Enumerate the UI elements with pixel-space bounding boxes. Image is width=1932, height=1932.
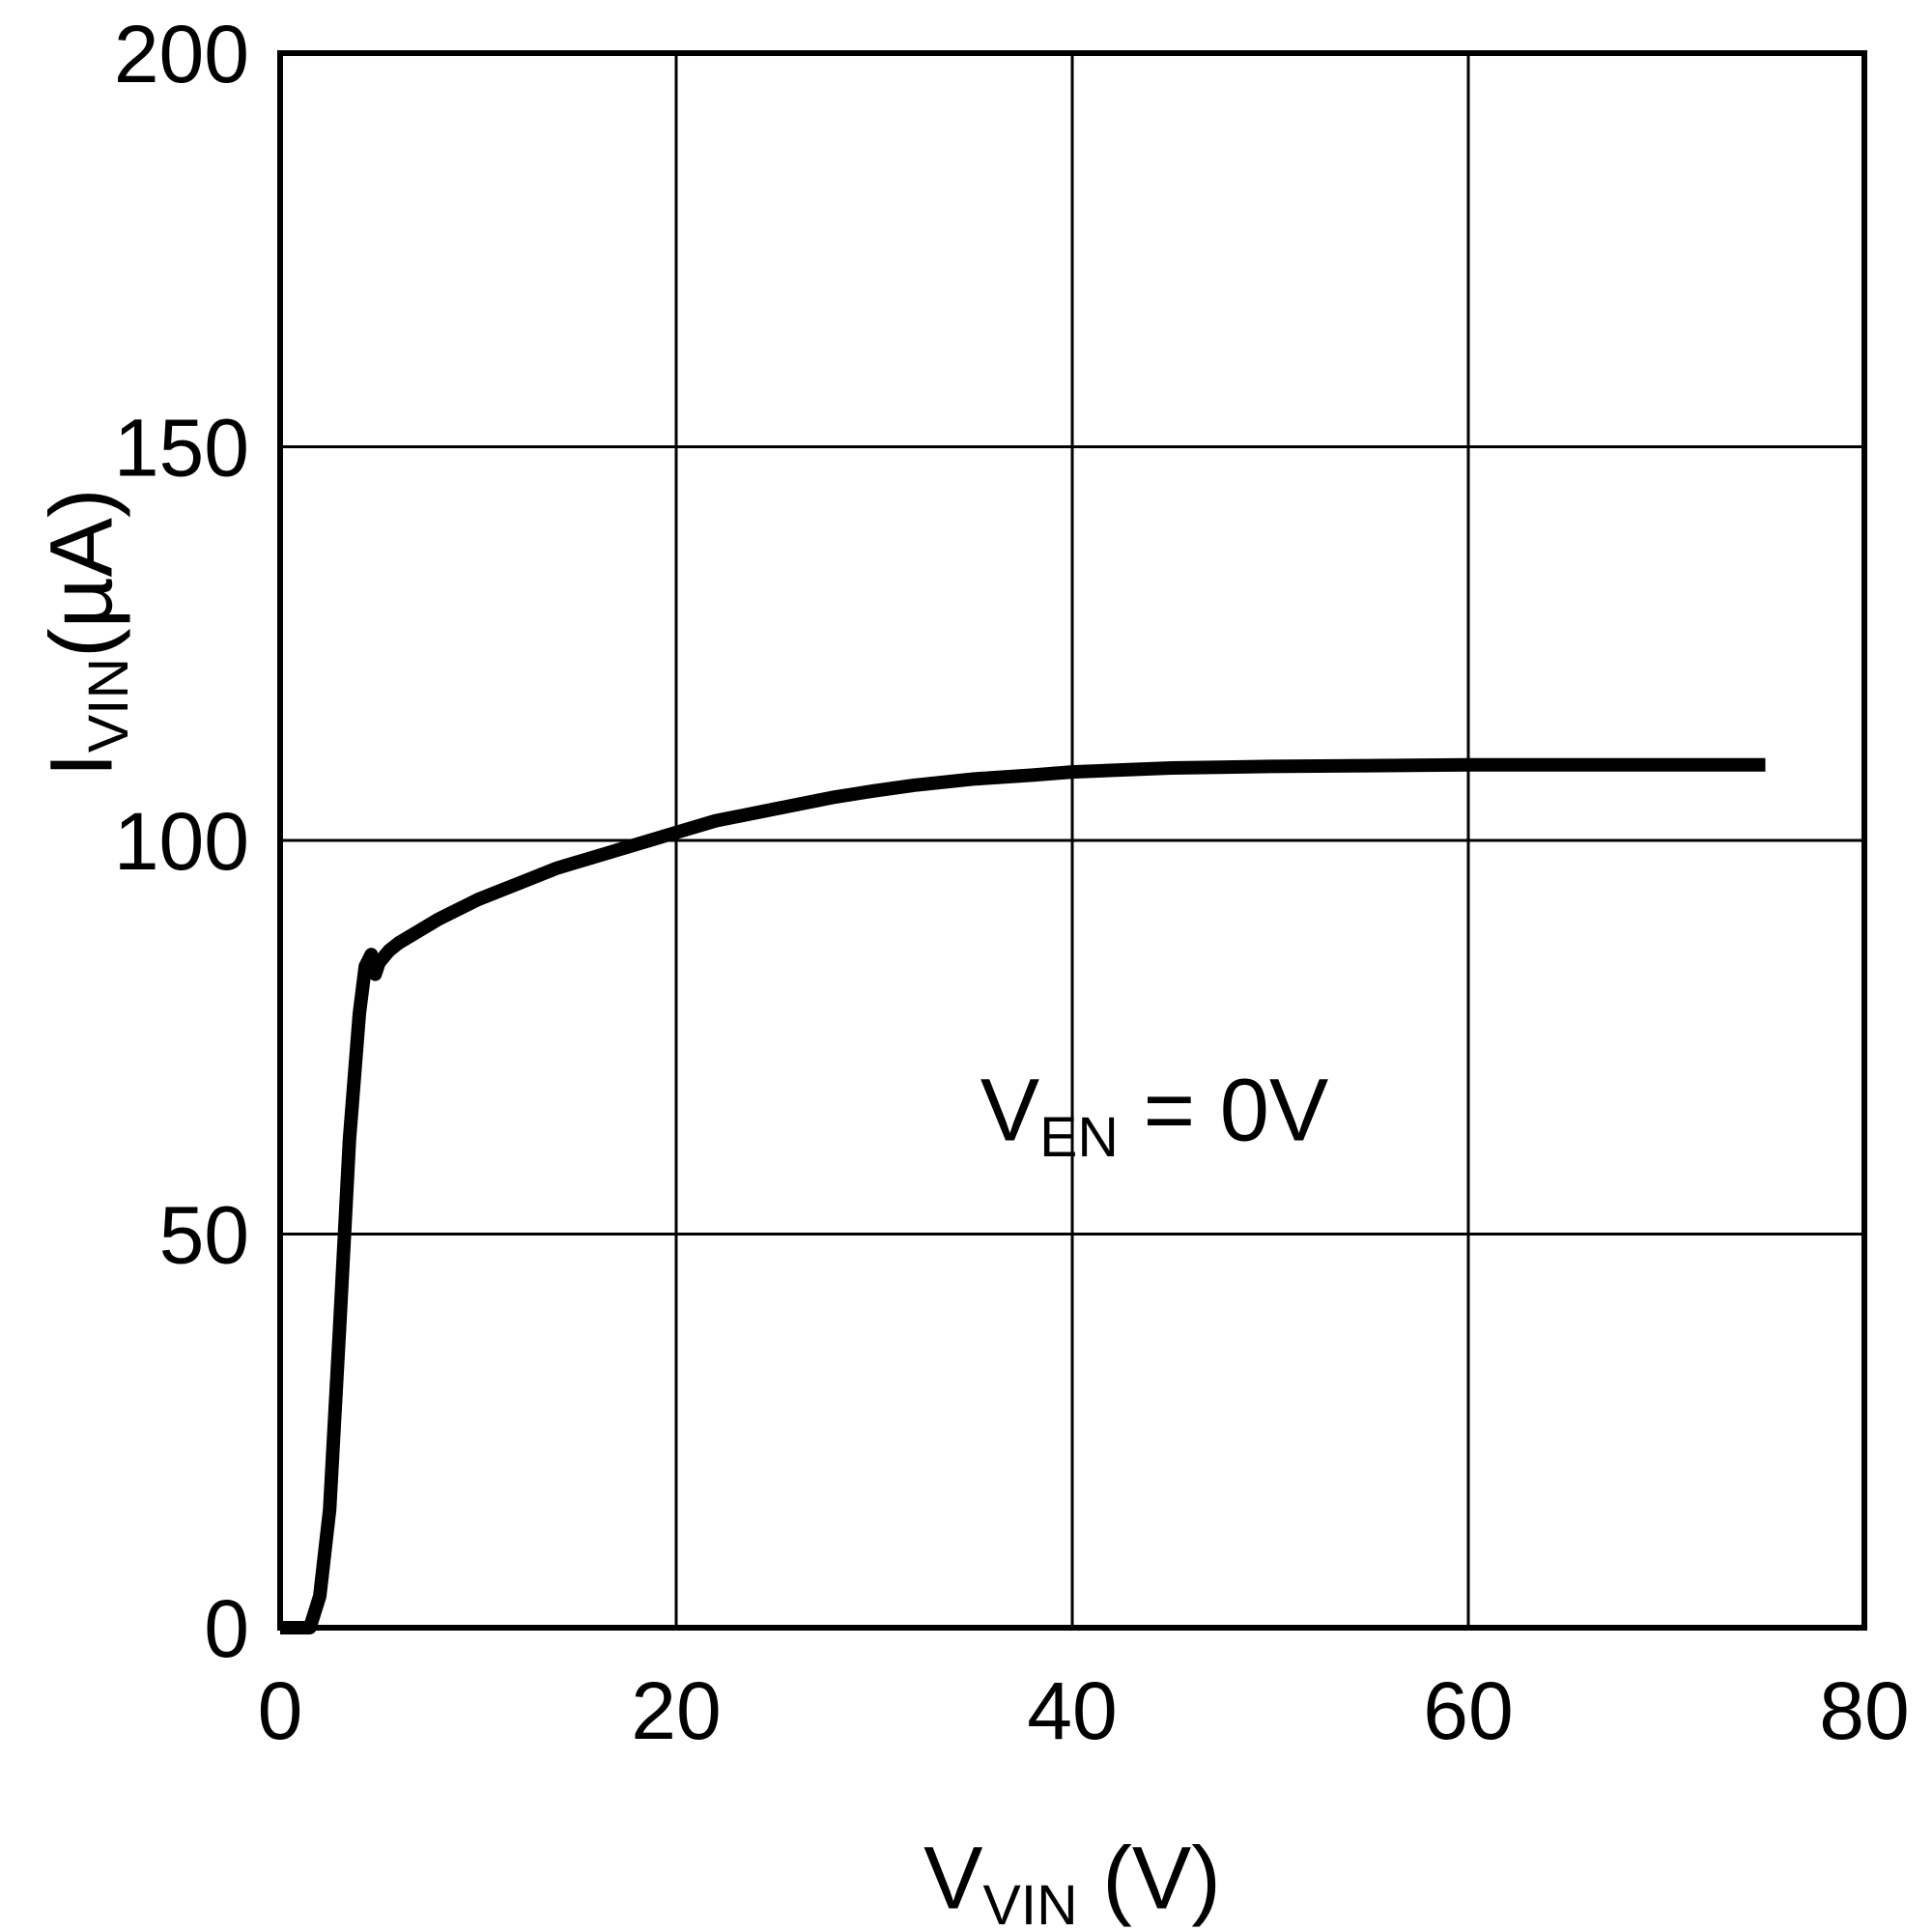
condition-annotation: VEN = 0V [980, 1061, 1329, 1166]
y-axis-title-unit: (µA) [32, 488, 131, 658]
x-axis-title-unit: (V) [1077, 1829, 1221, 1928]
x-tick-label: 40 [1027, 1665, 1117, 1756]
y-tick-label: 0 [204, 1583, 249, 1674]
y-tick-label: 100 [114, 796, 249, 887]
y-tick-label: 200 [114, 9, 249, 99]
plot-border [277, 50, 1867, 1631]
x-axis-title-symbol: V [923, 1829, 983, 1928]
y-tick-label: 150 [114, 403, 249, 494]
annotation-symbol: V [980, 1061, 1040, 1160]
annotation-subscript: EN [1039, 1105, 1119, 1169]
x-tick-label: 0 [258, 1665, 303, 1756]
y-axis-title: IVIN(µA) [32, 488, 140, 778]
series-line [280, 757, 1766, 1634]
y-axis-title-subscript: VIN [76, 657, 140, 753]
x-axis-title-subscript: VIN [982, 1873, 1078, 1932]
y-axis-title-symbol: I [32, 753, 131, 778]
x-tick-label: 20 [631, 1665, 721, 1756]
annotation-value: = 0V [1118, 1061, 1329, 1160]
x-tick-label: 80 [1819, 1665, 1909, 1756]
x-axis-title: VVIN (V) [923, 1829, 1221, 1932]
x-tick-label: 60 [1423, 1665, 1513, 1756]
y-tick-label: 50 [159, 1190, 249, 1281]
